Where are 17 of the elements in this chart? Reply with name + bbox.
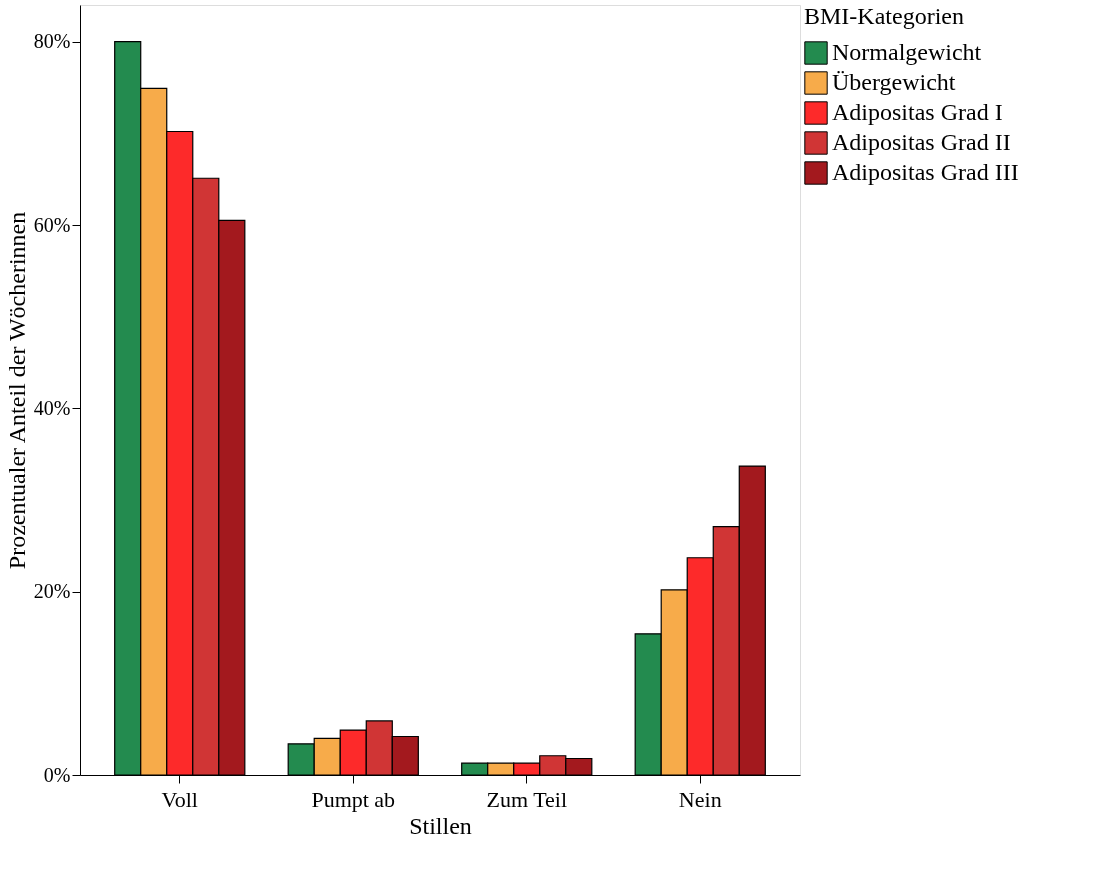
y-tick-label: 40% [33, 396, 71, 419]
y-axis-title: Prozentualer Anteil der Wöcherinnen [3, 211, 30, 570]
y-tick-label: 80% [33, 30, 71, 53]
legend-title: BMI-Kategorien [804, 3, 964, 29]
y-tick-label: 60% [33, 213, 71, 236]
legend-label: Adipositas Grad III [832, 159, 1019, 185]
x-tick-label: Zum Teil [486, 786, 568, 812]
legend-label: Adipositas Grad I [832, 99, 1003, 125]
x-tick-label: Voll [161, 786, 198, 812]
y-tick-label: 0% [43, 763, 71, 786]
x-tick-label: Pumpt ab [311, 786, 396, 812]
x-tick-label: Nein [678, 786, 722, 812]
legend-label: Normalgewicht [832, 39, 982, 65]
legend-label: Adipositas Grad II [832, 129, 1011, 155]
legend-label: Übergewicht [832, 69, 956, 95]
x-axis-title: Stillen [409, 812, 472, 839]
y-tick-label: 20% [33, 580, 71, 603]
